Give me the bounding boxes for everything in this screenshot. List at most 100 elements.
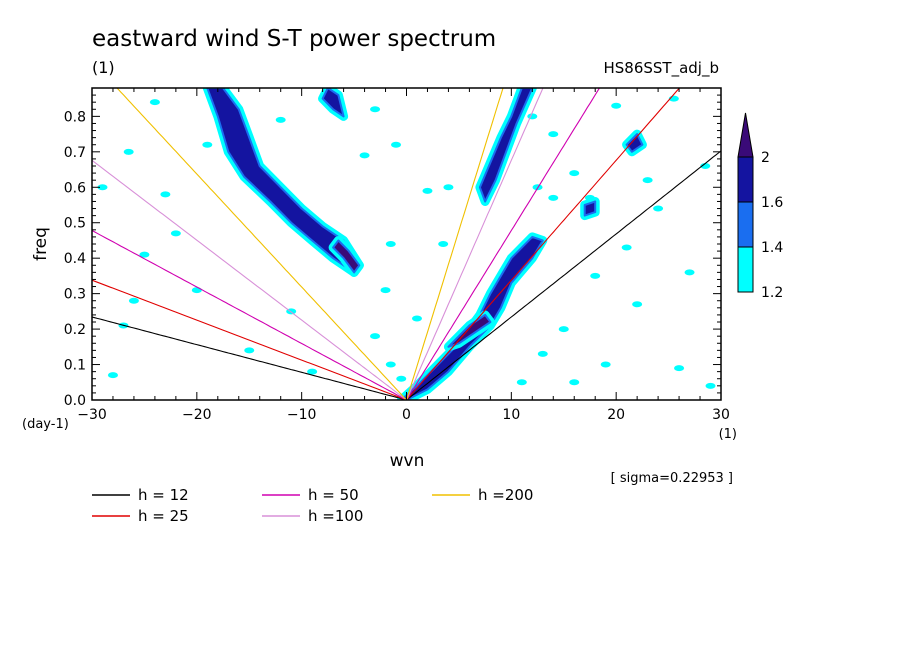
power-region xyxy=(478,88,534,203)
power-speckle xyxy=(380,287,391,294)
power-speckle xyxy=(160,191,171,198)
power-speckle xyxy=(548,194,559,201)
power-speckle xyxy=(705,382,716,389)
y-tick-label: 0.3 xyxy=(64,287,86,303)
y-tick-label: 0.4 xyxy=(64,251,86,267)
x-tick-label: 0 xyxy=(402,407,411,423)
y-tick-label: 0.2 xyxy=(64,322,86,338)
x-tick-label: 10 xyxy=(502,407,520,423)
power-speckle xyxy=(202,141,213,148)
power-region xyxy=(583,200,597,217)
power-speckle xyxy=(370,333,381,340)
colorbar: 1.2 1.4 1.6 2 xyxy=(737,112,783,301)
power-speckle xyxy=(275,116,286,123)
power-speckle xyxy=(370,106,381,113)
power-speckle xyxy=(244,347,255,354)
power-speckle xyxy=(422,187,433,194)
x-tick-label: 20 xyxy=(607,407,625,423)
x-tick-label: −20 xyxy=(182,407,212,423)
power-speckle xyxy=(385,361,396,368)
y-tick-label: 0.7 xyxy=(64,145,86,161)
power-speckle xyxy=(128,297,139,304)
power-region xyxy=(321,88,345,118)
power-speckle xyxy=(611,102,622,109)
x-unit-label: (1) xyxy=(719,427,737,442)
y-tick-label: 0.5 xyxy=(64,216,86,232)
run-label: HS86SST_adj_b xyxy=(604,59,720,78)
power-region xyxy=(625,133,644,153)
curve-legend: h = 12 h = 25 h = 50 h =100 h =200 xyxy=(92,486,533,525)
colorbar-tick-label: 1.6 xyxy=(761,195,783,211)
power-speckle xyxy=(684,269,695,276)
legend-label: h =100 xyxy=(308,507,363,525)
power-speckle xyxy=(443,184,454,191)
power-region xyxy=(447,313,492,348)
legend-label: h = 12 xyxy=(138,486,189,504)
power-speckle xyxy=(621,244,632,251)
x-tick-label: −30 xyxy=(77,407,107,423)
power-speckle xyxy=(653,205,664,212)
power-region xyxy=(332,239,361,274)
axes-layer: −30 −20 −10 0 10 20 30 0.0 0.1 0.2 0.3 0.4 0.5 0.6 0.7… xyxy=(64,88,730,423)
dispersion-curve xyxy=(116,88,407,400)
colorbar-segment xyxy=(737,156,754,203)
power-speckle xyxy=(632,301,643,308)
x-tick-label: 30 xyxy=(712,407,730,423)
colorbar-segment xyxy=(737,246,754,293)
x-tick-label: −10 xyxy=(287,407,317,423)
power-speckle xyxy=(307,368,318,375)
power-speckle xyxy=(516,379,527,386)
legend-label: h = 50 xyxy=(308,486,359,504)
y-unit-label: (day-1) xyxy=(22,417,69,432)
power-speckle xyxy=(139,251,150,258)
dispersion-curve xyxy=(92,279,407,400)
y-tick-label: 0.0 xyxy=(64,393,86,409)
power-speckle xyxy=(123,148,134,155)
power-speckle xyxy=(700,163,711,169)
plot-frame xyxy=(91,87,722,401)
power-speckle xyxy=(385,241,396,247)
power-speckle xyxy=(548,131,559,138)
power-speckle xyxy=(391,141,402,148)
sigma-note: [ sigma=0.22953 ] xyxy=(611,471,733,486)
dispersion-curve xyxy=(406,88,681,400)
y-tick-label: 0.6 xyxy=(64,180,86,196)
power-speckle xyxy=(569,379,580,386)
dispersion-curve xyxy=(92,230,407,400)
y-axis-label: freq xyxy=(31,227,51,261)
colorbar-tick-label: 1.4 xyxy=(761,240,783,256)
colorbar-segment xyxy=(737,201,754,248)
chart-title: eastward wind S-T power spectrum xyxy=(92,26,496,52)
power-speckle xyxy=(107,372,118,379)
x-axis-label: wvn xyxy=(390,451,425,471)
y-tick-label: 0.1 xyxy=(64,358,86,374)
dispersion-curve xyxy=(92,316,407,400)
power-speckle xyxy=(558,326,569,333)
chart-subtitle: (1) xyxy=(92,58,115,77)
dispersion-curve xyxy=(406,88,601,400)
power-speckle xyxy=(411,315,422,322)
power-speckle xyxy=(569,170,580,177)
dispersion-curve xyxy=(406,150,721,400)
dispersion-curve xyxy=(405,88,544,400)
power-speckle xyxy=(438,241,449,247)
power-shading-layer xyxy=(97,88,716,400)
power-speckle xyxy=(600,361,611,368)
dispersion-curve xyxy=(405,88,504,400)
power-speckle xyxy=(97,184,108,191)
legend-label: h =200 xyxy=(478,486,533,504)
dispersion-curves-layer xyxy=(92,88,721,400)
colorbar-tick-label: 1.2 xyxy=(761,285,783,301)
power-speckle xyxy=(170,230,181,237)
dispersion-curve xyxy=(92,159,407,400)
power-speckle xyxy=(396,375,407,382)
y-tick-label: 0.8 xyxy=(64,109,86,125)
power-speckle xyxy=(590,272,601,279)
power-speckle xyxy=(674,365,685,372)
legend-label: h = 25 xyxy=(138,507,189,525)
power-speckle xyxy=(149,99,160,106)
power-speckle xyxy=(527,113,538,120)
power-speckle xyxy=(191,287,202,294)
colorbar-tick-label: 2 xyxy=(761,150,770,166)
